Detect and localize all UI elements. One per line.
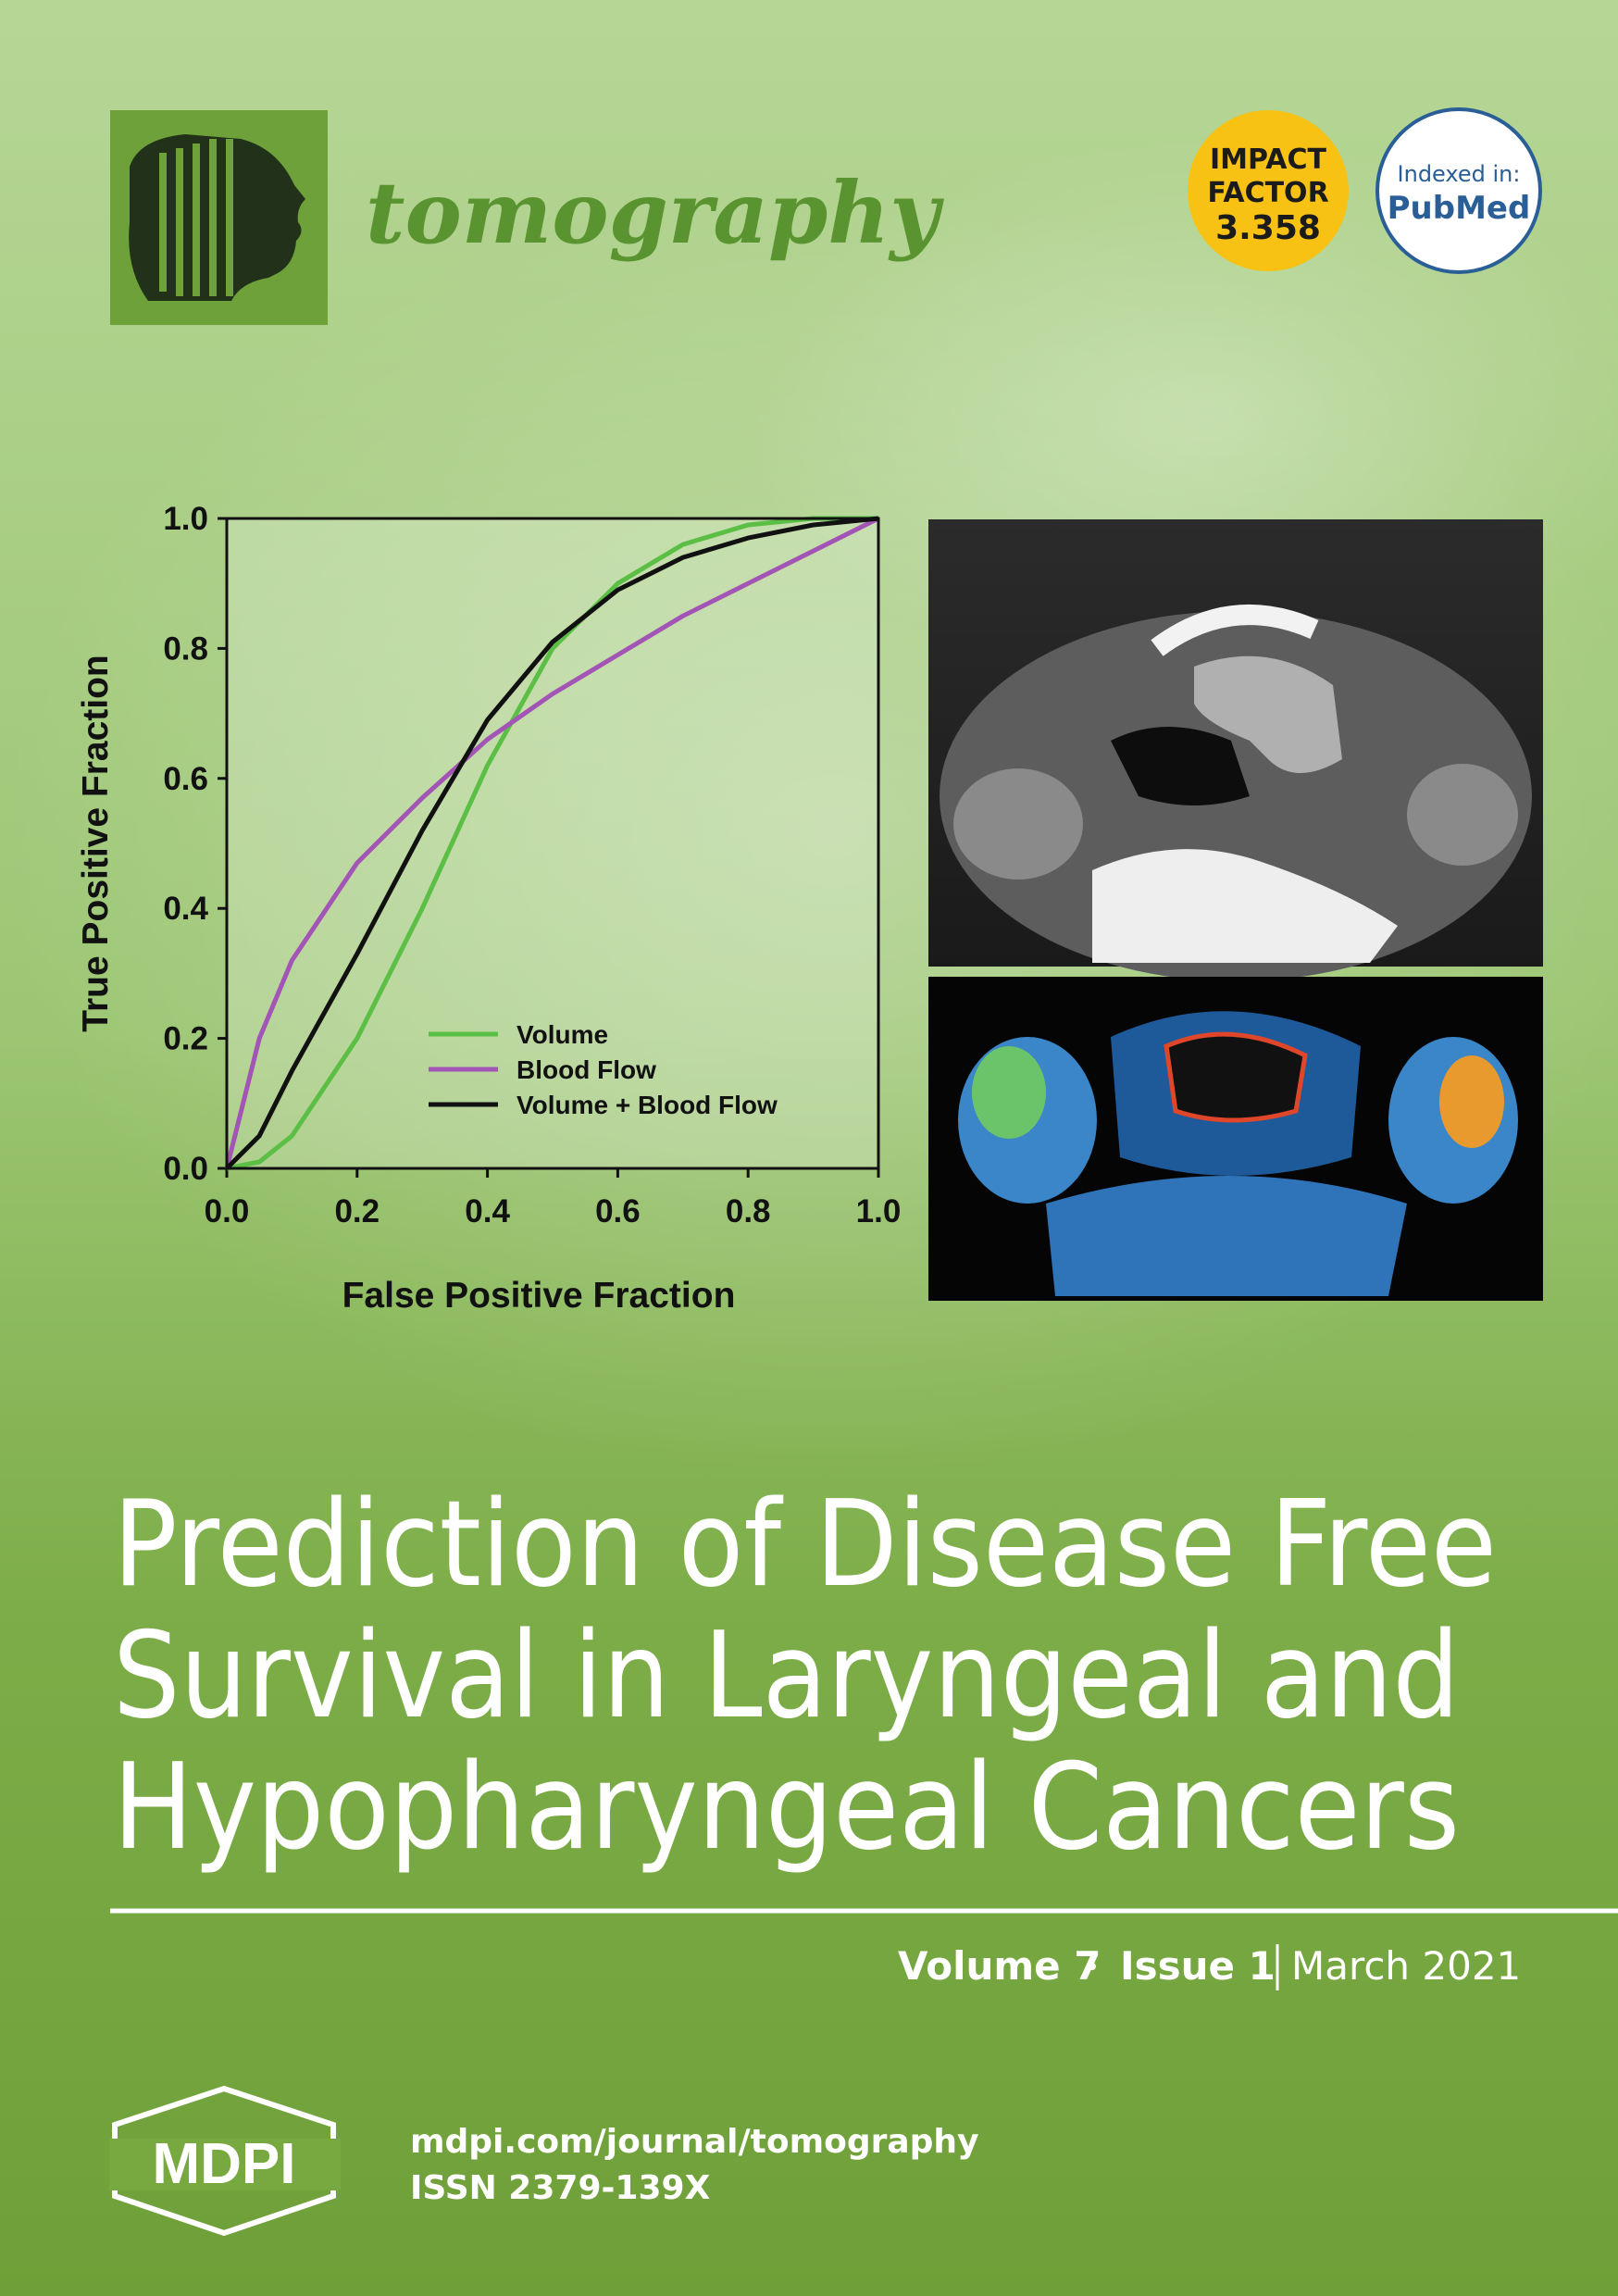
legend-label: Volume (517, 1020, 608, 1049)
badge-text: FACTOR (1207, 177, 1328, 209)
badge-text: PubMed (1388, 190, 1531, 227)
image-perfusion (972, 1046, 1046, 1139)
x-tick-label: 0.6 (595, 1193, 641, 1229)
ct-image (928, 519, 1543, 981)
badge-text: IMPACT (1210, 144, 1326, 176)
plot-area (227, 518, 878, 1168)
legend-label: Blood Flow (517, 1055, 656, 1084)
x-tick-label: 1.0 (856, 1193, 902, 1229)
plot-frame (225, 517, 880, 1170)
title-line: Prediction of Disease Free (113, 1476, 1497, 1614)
image-perfusion (1164, 1031, 1308, 1123)
series-line (226, 516, 878, 1171)
badge-circle (1188, 110, 1349, 271)
journal-url: mdpi.com/journal/tomography (410, 2123, 979, 2161)
journal-name: tomography (366, 163, 944, 263)
volume: Volume 7 (898, 1943, 1101, 1989)
x-tick-label: 0.4 (465, 1193, 510, 1229)
badge-text: Indexed in: (1398, 161, 1521, 187)
issue-date: March 2021 (1291, 1943, 1521, 1989)
roc-chart: False Positive Fraction True Positive Fr… (76, 501, 901, 1316)
image-tissue (1407, 764, 1518, 866)
image-bone (1092, 849, 1398, 963)
mdpi-logo: MDPI (109, 2085, 341, 2237)
journal-logo: tomography (110, 110, 944, 325)
pubmed-badge: Indexed in: PubMed (1375, 107, 1542, 274)
x-tick-label: 0.2 (334, 1193, 380, 1229)
y-tick-label: 0.8 (163, 630, 208, 667)
impact-factor-value: 3.358 (1215, 209, 1321, 247)
y-tick-label: 0.2 (163, 1021, 208, 1057)
y-tick-label: 0.0 (163, 1151, 208, 1187)
y-axis-label: True Positive Fraction (76, 655, 116, 1031)
y-tick-label: 0.4 (163, 891, 208, 927)
logo-mask (109, 2139, 341, 2190)
badge-circle (1375, 107, 1542, 274)
legend-label: Volume + Blood Flow (517, 1091, 778, 1119)
perfusion-image (928, 977, 1543, 1301)
series-line (225, 516, 879, 1170)
title-line: Survival in Laryngeal and (113, 1607, 1460, 1745)
x-tick-label: 0.8 (726, 1193, 771, 1229)
logo-hexagon (112, 2085, 336, 2237)
image-perfusion (1046, 1176, 1407, 1296)
separator-dot (1089, 1963, 1096, 1970)
x-tick-label: 0.0 (205, 1193, 250, 1229)
image-tissue (953, 768, 1083, 880)
y-tick-label: 0.6 (163, 761, 208, 797)
publisher: MDPI (153, 2132, 296, 2196)
x-axis-label: False Positive Fraction (342, 1276, 736, 1316)
image-bone (1151, 605, 1319, 656)
issue-number: Issue 1 (1120, 1943, 1276, 1989)
series-line (224, 516, 880, 1169)
logo-head (129, 134, 305, 301)
issue-info: Volume 7 Issue 1 March 2021 (898, 1943, 1521, 1990)
title-line: Hypopharyngeal Cancers (113, 1739, 1460, 1877)
image-roi (1194, 655, 1342, 773)
y-tick-label: 1.0 (163, 501, 208, 537)
impact-factor-badge: IMPACT FACTOR 3.358 (1188, 110, 1349, 271)
logo-stripes (159, 139, 233, 296)
image-perfusion (1439, 1055, 1504, 1148)
issn: ISSN 2379-139X (410, 2169, 711, 2207)
image-airway (1111, 727, 1250, 805)
